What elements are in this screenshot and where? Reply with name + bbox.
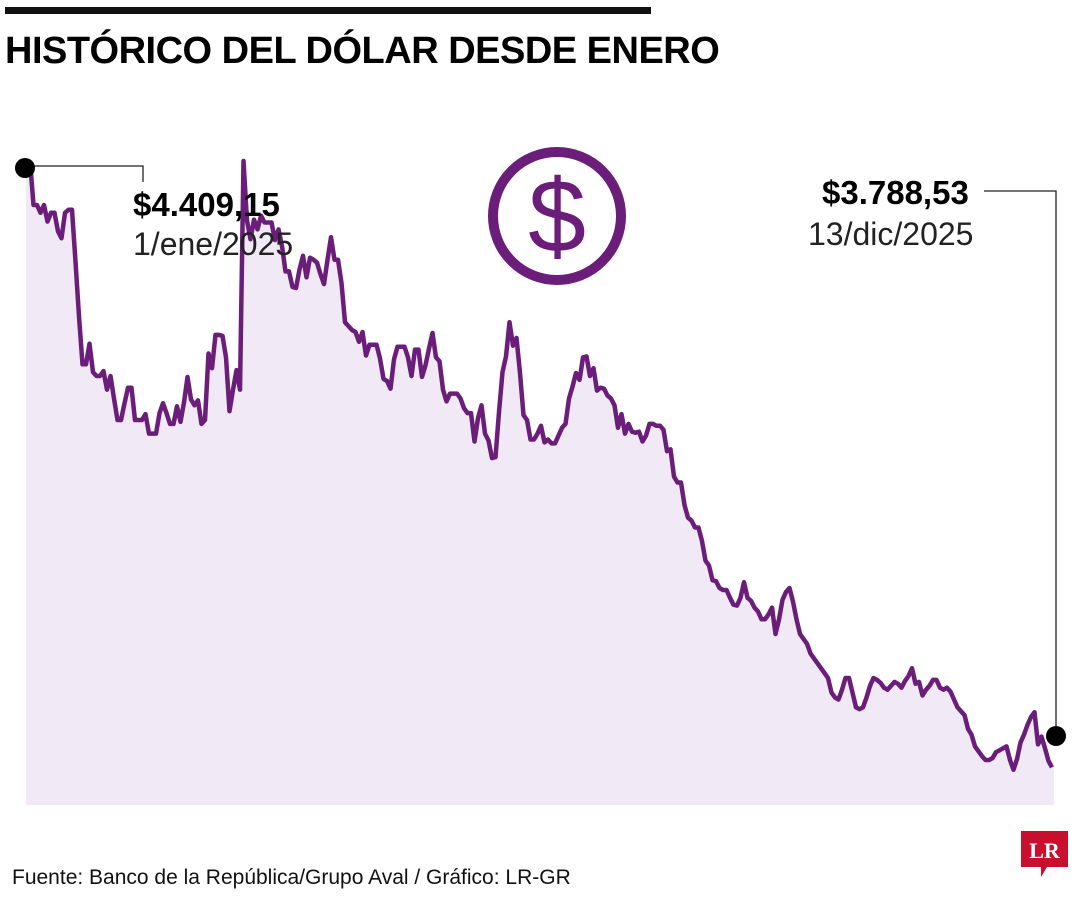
svg-text:$: $ [528,159,586,275]
end-value-label: $3.788,53 [822,174,969,211]
chart-title: HISTÓRICO DEL DÓLAR DESDE ENERO [5,30,720,72]
dollar-sign-icon: $ [488,147,626,285]
source-note: Fuente: Banco de la República/Grupo Aval… [12,866,571,889]
area-fill [26,160,1054,806]
end-date-label: 13/dic/2025 [808,216,974,252]
start-point-marker [15,158,35,178]
end-point-marker [1046,726,1066,746]
top-rule [5,7,651,14]
lr-logo: LR [1021,831,1068,877]
start-leader-line [25,165,144,182]
end-leader-line [984,190,1057,735]
start-value-label: $4.409,15 [133,186,280,223]
series-line [27,158,1054,773]
start-date-label: 1/ene/2025 [133,226,294,262]
logo-text: LR [1029,838,1061,863]
